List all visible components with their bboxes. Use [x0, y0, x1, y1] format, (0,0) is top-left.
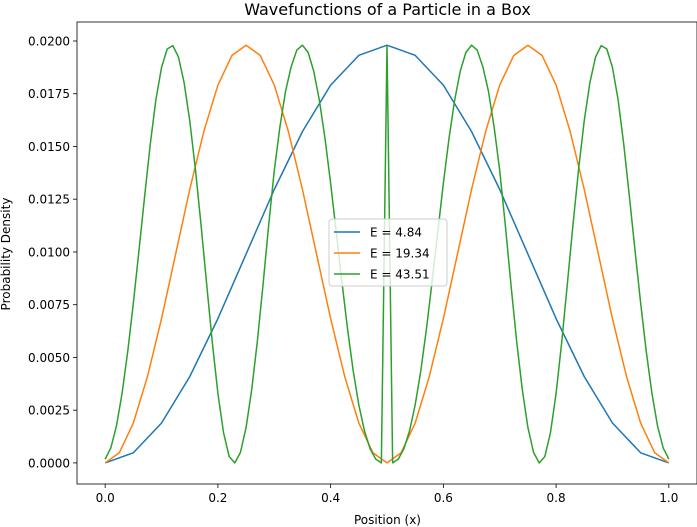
y-tick-label: 0.0100: [28, 245, 70, 259]
legend: E = 4.84 E = 19.34 E = 43.51: [328, 218, 448, 287]
x-tick-label: 0.6: [434, 491, 453, 505]
y-tick-label: 0.0075: [28, 298, 70, 312]
y-tick-label: 0.0175: [28, 87, 70, 101]
legend-label-1: E = 4.84: [370, 226, 422, 240]
y-tick-label: 0.0200: [28, 34, 70, 48]
axes: 0.0 0.2 0.4 0.6 0.8 1.0 0.0000 0.0025 0.0050 0.00…: [28, 21, 697, 505]
y-axis-label: Probability Density: [0, 198, 13, 311]
x-tick-label: 0.2: [208, 491, 227, 505]
legend-box: [328, 218, 448, 287]
series-line-3: [104, 44, 670, 464]
axes-frame: [76, 21, 697, 485]
series-line-2: [104, 44, 670, 464]
y-tick-label: 0.0025: [28, 404, 70, 418]
y-tick-label: 0.0125: [28, 193, 70, 207]
x-tick-label: 0.0: [96, 491, 115, 505]
y-tick-label: 0.0150: [28, 140, 70, 154]
legend-label-2: E = 19.34: [370, 247, 430, 261]
x-tick-label: 1.0: [659, 491, 678, 505]
y-tick-label: 0.0000: [28, 456, 70, 470]
x-tick-label: 0.8: [547, 491, 566, 505]
y-tick-label: 0.0050: [28, 351, 70, 365]
x-axis-label: Position (x): [354, 513, 421, 527]
chart-title: Wavefunctions of a Particle in a Box: [244, 0, 531, 19]
x-tick-label: 0.4: [321, 491, 340, 505]
plot-area: [104, 44, 670, 464]
legend-label-3: E = 43.51: [370, 268, 430, 282]
